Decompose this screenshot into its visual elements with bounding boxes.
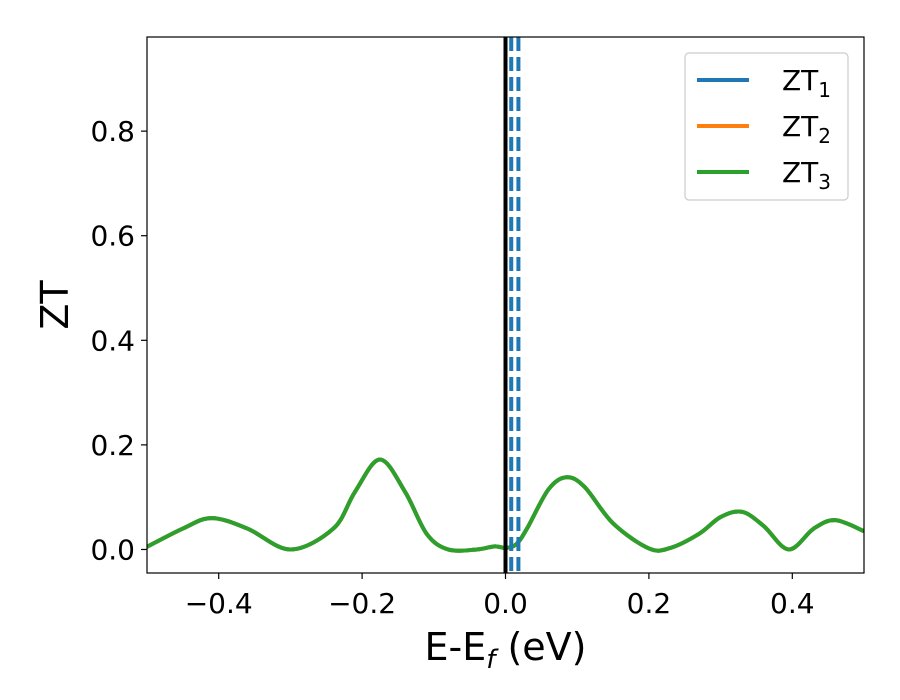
series-line-zt3 xyxy=(147,457,864,553)
x-tick-label: −0.2 xyxy=(328,587,396,620)
legend-label-zt1: ZT1 xyxy=(782,64,831,102)
x-tick-label: −0.4 xyxy=(185,587,253,620)
x-tick-label: 0.0 xyxy=(483,587,528,620)
y-axis-ticks: 0.0 0.2 0.4 0.6 0.8 xyxy=(90,115,147,566)
plot-area xyxy=(147,457,864,553)
y-tick-label: 0.8 xyxy=(90,115,135,148)
legend: ZT1 ZT2 ZT3 xyxy=(684,52,849,201)
x-axis-label-unit: (eV) xyxy=(495,625,586,669)
x-axis-ticks: −0.4 −0.2 0.0 0.2 0.4 xyxy=(185,573,815,620)
y-tick-label: 0.6 xyxy=(90,220,135,253)
y-axis-label: ZT xyxy=(33,280,77,330)
y-tick-label: 0.2 xyxy=(90,429,135,462)
x-axis-label: E-Ef (eV) xyxy=(425,625,587,675)
y-tick-label: 0.4 xyxy=(90,324,135,357)
legend-box xyxy=(684,52,849,201)
reference-lines xyxy=(503,37,521,573)
legend-label-zt2: ZT2 xyxy=(782,110,831,148)
legend-label-zt3: ZT3 xyxy=(782,156,831,194)
x-tick-label: 0.2 xyxy=(627,587,672,620)
x-axis-label-main: E-E xyxy=(425,625,487,669)
y-tick-label: 0.0 xyxy=(90,533,135,566)
x-tick-label: 0.4 xyxy=(770,587,815,620)
